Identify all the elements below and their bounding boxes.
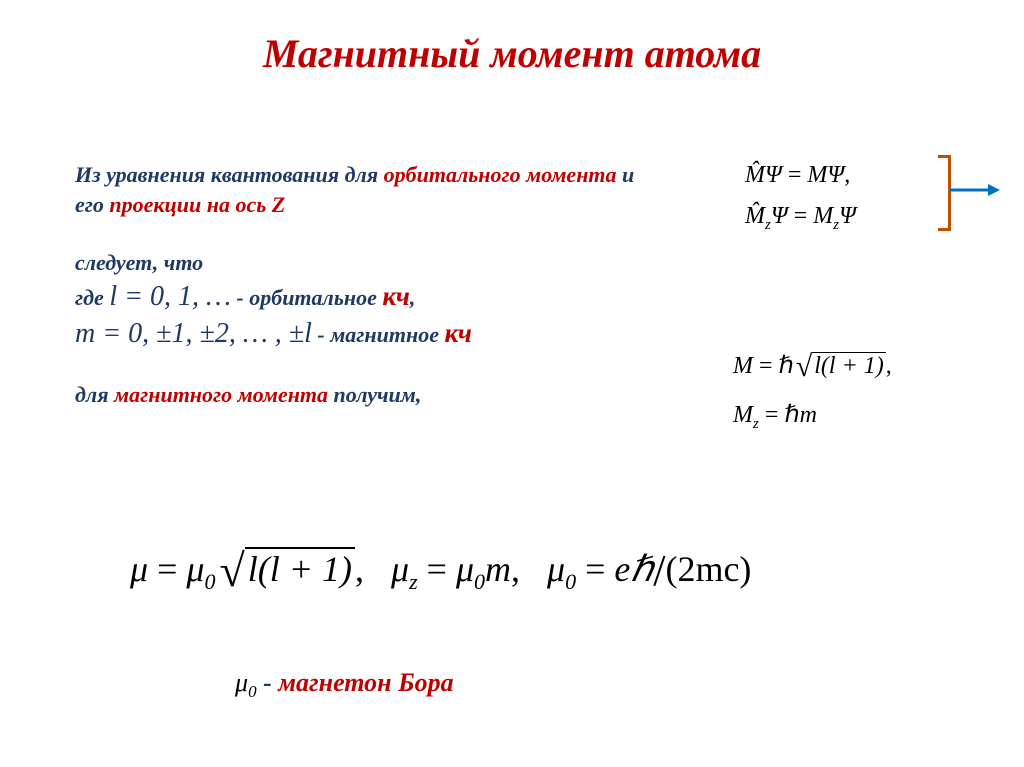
where-math: l = 0, 1, … [109, 281, 231, 312]
m-math: m = 0, ±1, ±2, … , ±l [75, 318, 312, 349]
mm-red: магнитного момента [114, 382, 328, 407]
arrow-icon [950, 180, 1000, 200]
bohr-magneton: μ0 - магнетон Бора [235, 665, 454, 704]
bohr-text: магнетон Бора [278, 668, 453, 697]
eqm2-hbar: ℏ [784, 402, 799, 428]
m-post: - магнитное [312, 322, 445, 347]
eqm2-m: m [800, 402, 817, 428]
p1-projection: проекции на ось Z [109, 192, 285, 217]
p1-orbital: орбитального момента [384, 162, 617, 187]
eq-op-line1: M̂Ψ = MΨ, [745, 155, 856, 196]
line-follows: следует, что [75, 248, 203, 278]
main-mu0: μ [186, 549, 204, 589]
eq1-lhs: M̂Ψ [745, 162, 782, 188]
eq2-lhs-psi: Ψ [771, 203, 788, 229]
eqm1-M: M [733, 353, 753, 379]
eqm1-eq: = [759, 353, 773, 379]
p1-pre: Из уравнения квантования для [75, 162, 384, 187]
main-den: (2mc) [665, 549, 751, 589]
where-post: - орбитальное [231, 285, 382, 310]
eqm1-sqrt: l(l + 1) [812, 352, 886, 379]
eqm1-comma: , [886, 353, 892, 379]
line-magmoment: для магнитного момента получим, [75, 380, 421, 410]
balloon-yellow [0, 120, 80, 340]
main-sub0: 0 [204, 569, 215, 594]
where-kch: кч [382, 281, 410, 311]
main-muz: μ [391, 549, 409, 589]
eq1-eq: = [788, 162, 802, 188]
main-sqrt: l(l + 1) [245, 547, 355, 589]
eq-op-line2: M̂zΨ = MzΨ [745, 196, 856, 238]
eq-mom-line2: Mz = ℏm [733, 394, 892, 438]
main-comma: , [355, 549, 364, 589]
eqm2-M: M [733, 402, 753, 428]
eqm1-hbar: ℏ [779, 353, 794, 379]
main-sub0c: 0 [565, 569, 576, 594]
eq2-rhs-psi: Ψ [839, 203, 856, 229]
eq-main: μ = μ0√l(l + 1), μz = μ0m, μ0 = eℏ/(2mc) [130, 540, 751, 602]
slide-title: Магнитный момент атома [0, 30, 1024, 77]
main-mu0b: μ [456, 549, 474, 589]
eqm2-sub: z [753, 416, 759, 432]
line-m: m = 0, ±1, ±2, … , ±l - магнитное кч [75, 315, 472, 353]
main-muz-sub: z [409, 569, 418, 594]
main-mu: μ [130, 549, 148, 589]
main-eq3: = [585, 549, 605, 589]
eq2-eq: = [794, 203, 808, 229]
main-sub0b: 0 [474, 569, 485, 594]
mm-post: получим, [328, 382, 421, 407]
main-comma2: , [511, 549, 520, 589]
main-num: eℏ [614, 549, 653, 589]
mm-pre: для [75, 382, 114, 407]
bohr-sub: 0 [248, 682, 257, 701]
eq1-rhs: MΨ, [807, 162, 850, 188]
main-mu0c: μ [547, 549, 565, 589]
main-m: m [485, 549, 511, 589]
main-slash: / [653, 546, 665, 595]
where-pre: где [75, 285, 109, 310]
eq2-lhs-M: M̂ [745, 203, 765, 229]
paragraph-quantization: Из уравнения квантования для орбитальног… [75, 160, 635, 219]
eq2-rhs-M: M [813, 203, 833, 229]
m-kch: кч [444, 318, 472, 348]
balloon-purple [0, 660, 120, 767]
main-eq: = [157, 549, 177, 589]
line-where: где l = 0, 1, … - орбитальное кч, [75, 278, 415, 316]
eqm2-eq: = [765, 402, 779, 428]
bohr-mu0: μ [235, 668, 248, 697]
eq-moment-block: M = ℏ√l(l + 1), Mz = ℏm [733, 340, 892, 438]
bohr-dash: - [257, 668, 279, 697]
main-eq2: = [427, 549, 447, 589]
eq-mom-line1: M = ℏ√l(l + 1), [733, 340, 892, 394]
eq-operator-block: M̂Ψ = MΨ, M̂zΨ = MzΨ [745, 155, 856, 238]
